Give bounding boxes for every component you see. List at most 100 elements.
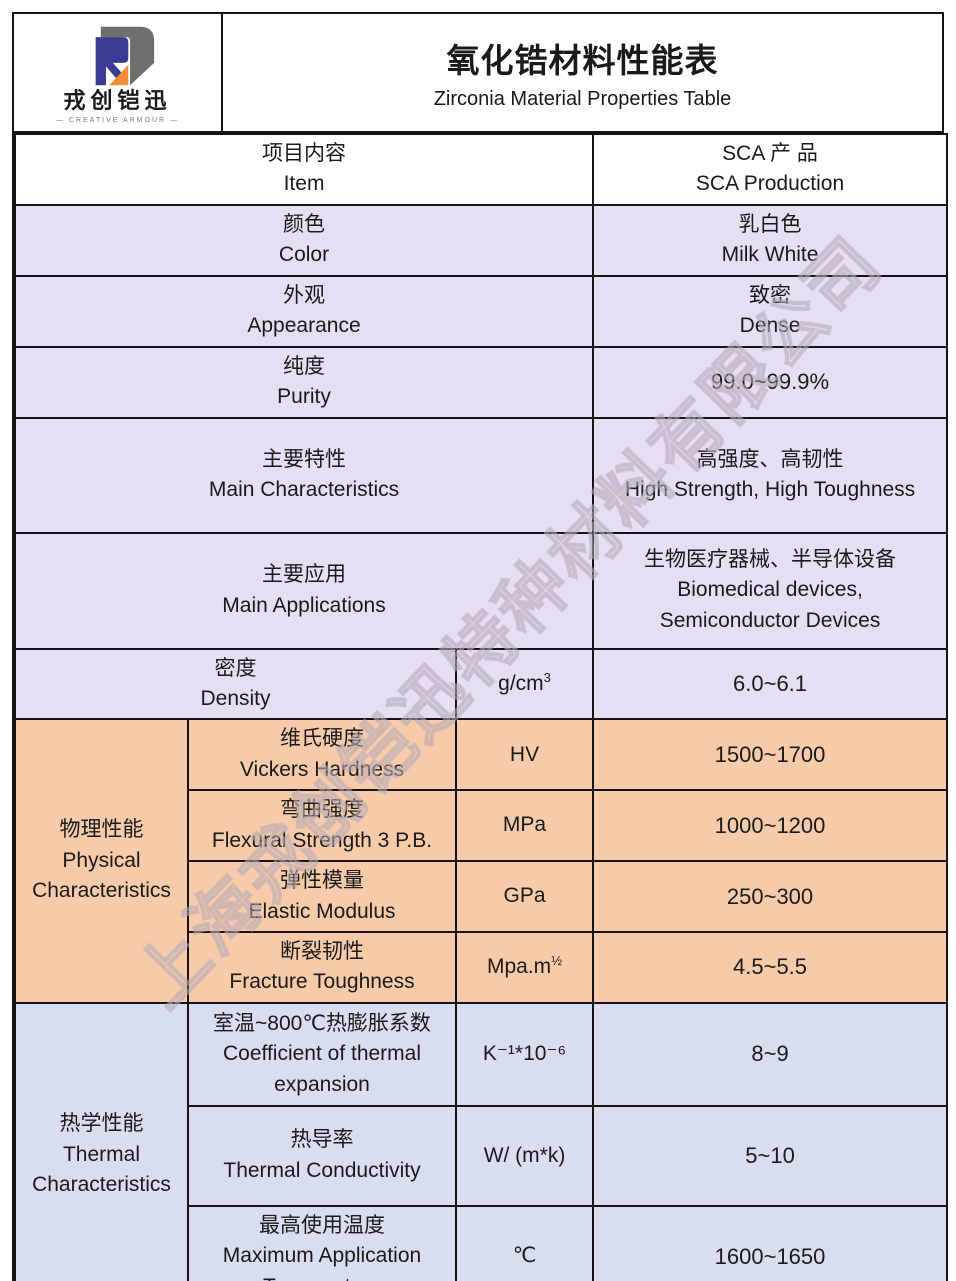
conductivity-label-cell: 热导率 Thermal Conductivity <box>187 1104 457 1207</box>
physical-section-en: Physical Characteristics <box>32 848 171 903</box>
density-label-zh: 密度 <box>214 656 257 680</box>
brand-logo-icon <box>95 27 154 86</box>
main-characteristics-label-zh: 主要特性 <box>262 447 347 471</box>
max-temp-value-cell: 1600~1650 <box>592 1204 949 1281</box>
header-item-zh: 项目内容 <box>262 142 347 165</box>
appearance-label-en: Appearance <box>247 314 361 338</box>
row-main-characteristics: 主要特性 Main Characteristics 高强度、高韧性 High S… <box>13 416 949 534</box>
appearance-value-zh: 致密 <box>749 283 792 307</box>
brand-name: 戎创铠迅 <box>63 88 172 114</box>
main-applications-value-zh: 生物医疗器械、半导体设备 <box>644 547 897 571</box>
main-characteristics-value-en: High Strength, High Toughness <box>624 478 916 501</box>
fracture-value-cell: 4.5~5.5 <box>592 931 949 1004</box>
header-product-zh: SCA 产 品 <box>722 142 818 165</box>
fracture-label-zh: 断裂韧性 <box>280 940 364 963</box>
max-temp-label-cell: 最高使用温度 Maximum Application Temperature <box>187 1204 457 1281</box>
elastic-value-cell: 250~300 <box>592 860 949 933</box>
row-purity: 纯度 Purity 99.0~99.9% <box>13 345 949 419</box>
density-label-cell: 密度 Density <box>14 647 457 721</box>
elastic-label-cell: 弹性模量 Elastic Modulus <box>187 860 457 933</box>
physical-section-cell: 物理性能 Physical Characteristics <box>14 718 189 1004</box>
expansion-value-cell: 8~9 <box>592 1001 949 1107</box>
density-unit-sup: 3 <box>543 669 551 685</box>
properties-sheet: 戎创铠迅 — CREATIVE ARMOUR — 氧化锆材料性能表 Zircon… <box>12 12 949 1281</box>
thermal-section-zh: 热学性能 <box>59 1112 144 1136</box>
vickers-label-en: Vickers Hardness <box>239 757 405 781</box>
conductivity-value-cell: 5~10 <box>592 1104 949 1207</box>
color-value-zh: 乳白色 <box>738 212 802 236</box>
purity-label-cell: 纯度 Purity <box>13 345 595 419</box>
header-item-cell: 项目内容 Item <box>13 133 595 206</box>
purity-label-en: Purity <box>277 385 331 409</box>
main-characteristics-label-cell: 主要特性 Main Characteristics <box>13 416 595 534</box>
header-row: 项目内容 Item SCA 产 品 SCA Production <box>13 133 949 206</box>
main-applications-value-cell: 生物医疗器械、半导体设备 Biomedical devices, Semicon… <box>592 531 949 650</box>
fracture-label-en: Fracture Toughness <box>229 970 415 994</box>
vickers-value-cell: 1500~1700 <box>592 718 949 792</box>
color-value-en: Milk White <box>721 243 819 267</box>
purity-label-zh: 纯度 <box>283 354 326 378</box>
expansion-unit-cell: K⁻¹*10⁻⁶ <box>454 1001 595 1107</box>
main-applications-value-en: Biomedical devices, Semiconductor Device… <box>659 578 881 632</box>
purity-value-cell: 99.0~99.9% <box>592 345 949 419</box>
expansion-label-cell: 室温~800℃热膨胀系数 Coefficient of thermal expa… <box>187 1001 457 1107</box>
main-applications-label-en: Main Applications <box>222 593 386 617</box>
row-fracture-toughness: 断裂韧性 Fracture Toughness Mpa.m½ 4.5~5.5 <box>15 931 949 1004</box>
conductivity-label-en: Thermal Conductivity <box>223 1158 421 1182</box>
brand-slogan: — CREATIVE ARMOUR — <box>55 116 180 124</box>
main-characteristics-label-en: Main Characteristics <box>208 478 400 501</box>
elastic-unit-cell: GPa <box>454 860 595 933</box>
elastic-label-zh: 弹性模量 <box>280 869 364 893</box>
conductivity-unit-cell: W/ (m*k) <box>454 1104 595 1207</box>
row-color: 颜色 Color 乳白色 Milk White <box>13 203 949 277</box>
header-item-en: Item <box>283 172 325 196</box>
density-unit-cell: g/cm3 <box>454 647 595 721</box>
fracture-unit-cell: Mpa.m½ <box>454 931 595 1004</box>
fracture-unit: Mpa.m <box>487 955 552 979</box>
vickers-label-cell: 维氏硬度 Vickers Hardness <box>187 718 457 792</box>
row-density: 密度 Density g/cm3 6.0~6.1 <box>14 647 949 721</box>
flexural-value-cell: 1000~1200 <box>592 789 949 863</box>
row-main-applications: 主要应用 Main Applications 生物医疗器械、半导体设备 Biom… <box>13 531 949 650</box>
thermal-section-cell: 热学性能 Thermal Characteristics <box>14 1001 189 1281</box>
appearance-value-en: Dense <box>739 314 801 338</box>
thermal-section-en: Thermal Characteristics <box>32 1142 171 1197</box>
header-product-en: SCA Production <box>695 172 845 196</box>
row-max-temperature: 最高使用温度 Maximum Application Temperature ℃… <box>15 1204 949 1281</box>
fracture-unit-sup: ½ <box>551 953 563 969</box>
flexural-label-en: Flexural Strength 3 P.B. <box>211 828 433 852</box>
main-characteristics-value-zh: 高强度、高韧性 <box>696 447 844 471</box>
page-subtitle: Zirconia Material Properties Table <box>433 88 732 110</box>
logo-cell: 戎创铠迅 — CREATIVE ARMOUR — <box>14 14 223 131</box>
fracture-label-cell: 断裂韧性 Fracture Toughness <box>187 931 457 1004</box>
density-unit: g/cm <box>498 671 544 695</box>
physical-section-zh: 物理性能 <box>59 818 144 842</box>
main-applications-label-cell: 主要应用 Main Applications <box>13 531 595 650</box>
max-temp-label-zh: 最高使用温度 <box>259 1213 385 1237</box>
main-applications-label-zh: 主要应用 <box>262 563 347 587</box>
expansion-label-zh: 室温~800℃热膨胀系数 <box>213 1011 431 1035</box>
density-value-cell: 6.0~6.1 <box>592 647 949 721</box>
max-temp-label-en: Maximum Application Temperature <box>222 1244 422 1281</box>
properties-table: 项目内容 Item SCA 产 品 SCA Production 颜色 Colo… <box>13 133 949 1281</box>
max-temp-unit-cell: ℃ <box>454 1204 595 1281</box>
vickers-label-zh: 维氏硬度 <box>280 727 364 751</box>
color-label-en: Color <box>278 243 330 267</box>
page-title: 氧化锆材料性能表 <box>446 42 719 79</box>
conductivity-label-zh: 热导率 <box>290 1128 354 1152</box>
row-thermal-expansion: 热学性能 Thermal Characteristics 室温~800℃热膨胀系… <box>14 1001 949 1281</box>
row-thermal-conductivity: 热导率 Thermal Conductivity W/ (m*k) 5~10 <box>15 1104 949 1207</box>
appearance-value-cell: 致密 Dense <box>592 274 949 348</box>
expansion-label-en: Coefficient of thermal expansion <box>222 1042 422 1096</box>
color-label-cell: 颜色 Color <box>13 203 595 277</box>
appearance-label-cell: 外观 Appearance <box>13 274 595 348</box>
vickers-unit-cell: HV <box>454 718 595 792</box>
banner: 戎创铠迅 — CREATIVE ARMOUR — 氧化锆材料性能表 Zircon… <box>14 14 942 133</box>
header-product-cell: SCA 产 品 SCA Production <box>592 133 949 206</box>
flexural-unit-cell: MPa <box>454 789 595 863</box>
appearance-label-zh: 外观 <box>283 283 326 307</box>
color-label-zh: 颜色 <box>283 212 326 236</box>
row-elastic-modulus: 弹性模量 Elastic Modulus GPa 250~300 <box>15 860 949 933</box>
row-appearance: 外观 Appearance 致密 Dense <box>13 274 949 348</box>
